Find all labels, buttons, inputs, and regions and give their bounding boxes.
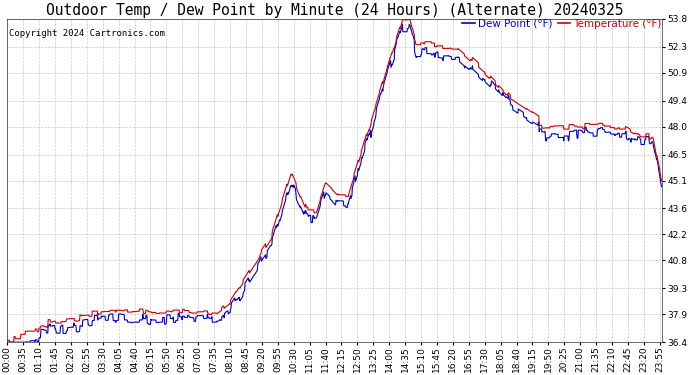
Text: Copyright 2024 Cartronics.com: Copyright 2024 Cartronics.com xyxy=(8,28,164,38)
Title: Outdoor Temp / Dew Point by Minute (24 Hours) (Alternate) 20240325: Outdoor Temp / Dew Point by Minute (24 H… xyxy=(46,3,623,18)
Legend: Dew Point (°F), Temperature (°F): Dew Point (°F), Temperature (°F) xyxy=(462,19,662,29)
